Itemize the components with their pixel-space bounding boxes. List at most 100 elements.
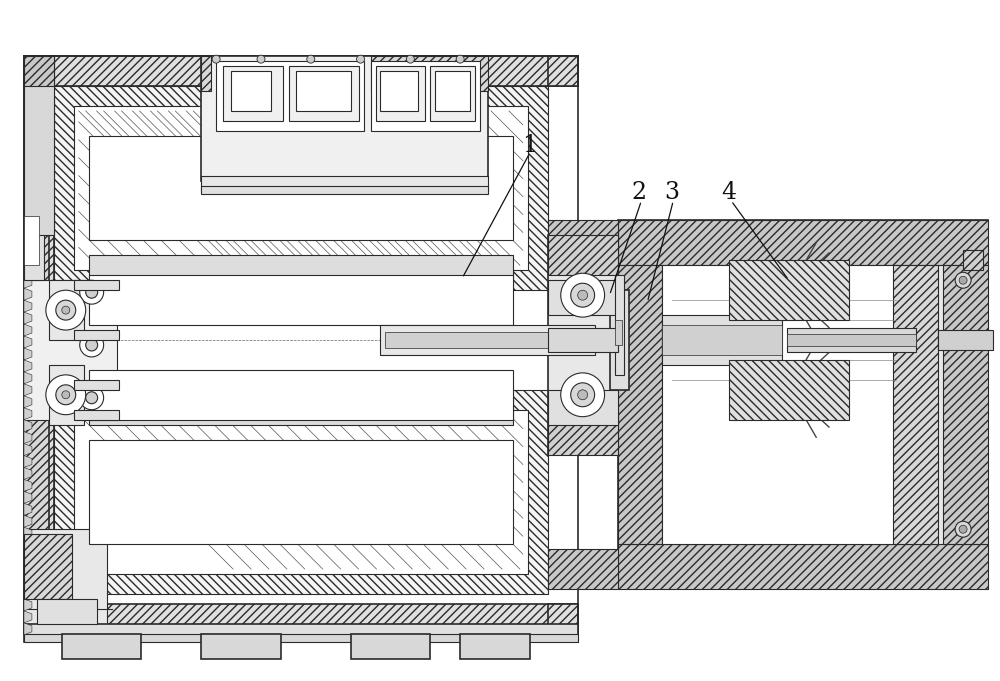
Polygon shape: [24, 85, 32, 97]
Polygon shape: [662, 325, 782, 355]
Polygon shape: [24, 157, 32, 169]
Polygon shape: [787, 334, 916, 346]
Circle shape: [578, 390, 588, 400]
Polygon shape: [371, 61, 480, 131]
Polygon shape: [223, 66, 283, 121]
Polygon shape: [74, 330, 119, 340]
Polygon shape: [24, 180, 32, 193]
Text: 2: 2: [632, 181, 647, 204]
Polygon shape: [24, 61, 32, 73]
Polygon shape: [618, 221, 988, 266]
Polygon shape: [24, 276, 32, 288]
Polygon shape: [24, 624, 578, 642]
Polygon shape: [662, 266, 898, 544]
Polygon shape: [24, 516, 32, 527]
Polygon shape: [24, 109, 32, 121]
Circle shape: [212, 55, 220, 63]
Polygon shape: [24, 193, 32, 204]
Circle shape: [357, 55, 365, 63]
Polygon shape: [201, 176, 488, 191]
Polygon shape: [548, 236, 618, 454]
Circle shape: [959, 276, 967, 284]
Circle shape: [46, 375, 86, 415]
Polygon shape: [548, 281, 618, 315]
Polygon shape: [216, 61, 364, 131]
Polygon shape: [385, 332, 590, 348]
Polygon shape: [24, 215, 39, 266]
Circle shape: [561, 273, 605, 317]
Polygon shape: [24, 264, 32, 276]
Polygon shape: [74, 410, 119, 419]
Polygon shape: [24, 611, 32, 623]
Circle shape: [955, 272, 971, 288]
Polygon shape: [296, 71, 351, 111]
Circle shape: [571, 283, 595, 307]
Polygon shape: [62, 634, 141, 659]
Circle shape: [56, 385, 76, 405]
Circle shape: [86, 392, 98, 404]
Polygon shape: [610, 290, 629, 390]
Polygon shape: [24, 587, 32, 599]
Polygon shape: [24, 312, 32, 324]
Circle shape: [578, 290, 588, 300]
Polygon shape: [618, 544, 988, 589]
Polygon shape: [893, 266, 938, 544]
Polygon shape: [662, 315, 782, 365]
Polygon shape: [24, 300, 32, 312]
Polygon shape: [54, 86, 548, 290]
Polygon shape: [37, 599, 97, 624]
Polygon shape: [351, 634, 430, 659]
Polygon shape: [24, 121, 32, 133]
Polygon shape: [24, 324, 32, 336]
Polygon shape: [24, 467, 32, 479]
Polygon shape: [24, 348, 32, 360]
Polygon shape: [24, 396, 32, 408]
Polygon shape: [231, 71, 271, 111]
Polygon shape: [24, 217, 32, 228]
Polygon shape: [49, 365, 84, 425]
Polygon shape: [24, 336, 32, 348]
Circle shape: [62, 391, 70, 399]
Polygon shape: [24, 228, 32, 240]
Polygon shape: [24, 145, 32, 157]
Circle shape: [62, 306, 70, 314]
Polygon shape: [24, 563, 32, 575]
Polygon shape: [24, 408, 32, 419]
Polygon shape: [615, 320, 622, 345]
Polygon shape: [380, 71, 418, 111]
Polygon shape: [24, 56, 54, 86]
Polygon shape: [24, 443, 32, 456]
Polygon shape: [24, 56, 54, 236]
Polygon shape: [24, 575, 32, 587]
Polygon shape: [24, 604, 578, 634]
Polygon shape: [548, 221, 618, 260]
Polygon shape: [24, 599, 32, 611]
Polygon shape: [24, 56, 49, 634]
Polygon shape: [201, 634, 281, 659]
Polygon shape: [380, 325, 595, 355]
Polygon shape: [938, 330, 993, 350]
Polygon shape: [89, 395, 513, 425]
Polygon shape: [24, 634, 578, 642]
Text: 3: 3: [664, 181, 679, 204]
Polygon shape: [787, 328, 916, 352]
Polygon shape: [435, 71, 470, 111]
Polygon shape: [89, 275, 513, 325]
Polygon shape: [24, 527, 32, 539]
Circle shape: [959, 525, 967, 533]
Circle shape: [571, 383, 595, 407]
Polygon shape: [89, 255, 513, 285]
Polygon shape: [24, 456, 32, 467]
Circle shape: [456, 55, 464, 63]
Polygon shape: [963, 251, 983, 270]
Polygon shape: [729, 360, 849, 419]
Polygon shape: [201, 56, 211, 91]
Circle shape: [80, 281, 104, 304]
Polygon shape: [615, 275, 624, 375]
Polygon shape: [54, 390, 548, 594]
Polygon shape: [24, 169, 32, 180]
Circle shape: [307, 55, 315, 63]
Circle shape: [80, 386, 104, 410]
Polygon shape: [24, 281, 117, 419]
Circle shape: [561, 373, 605, 417]
